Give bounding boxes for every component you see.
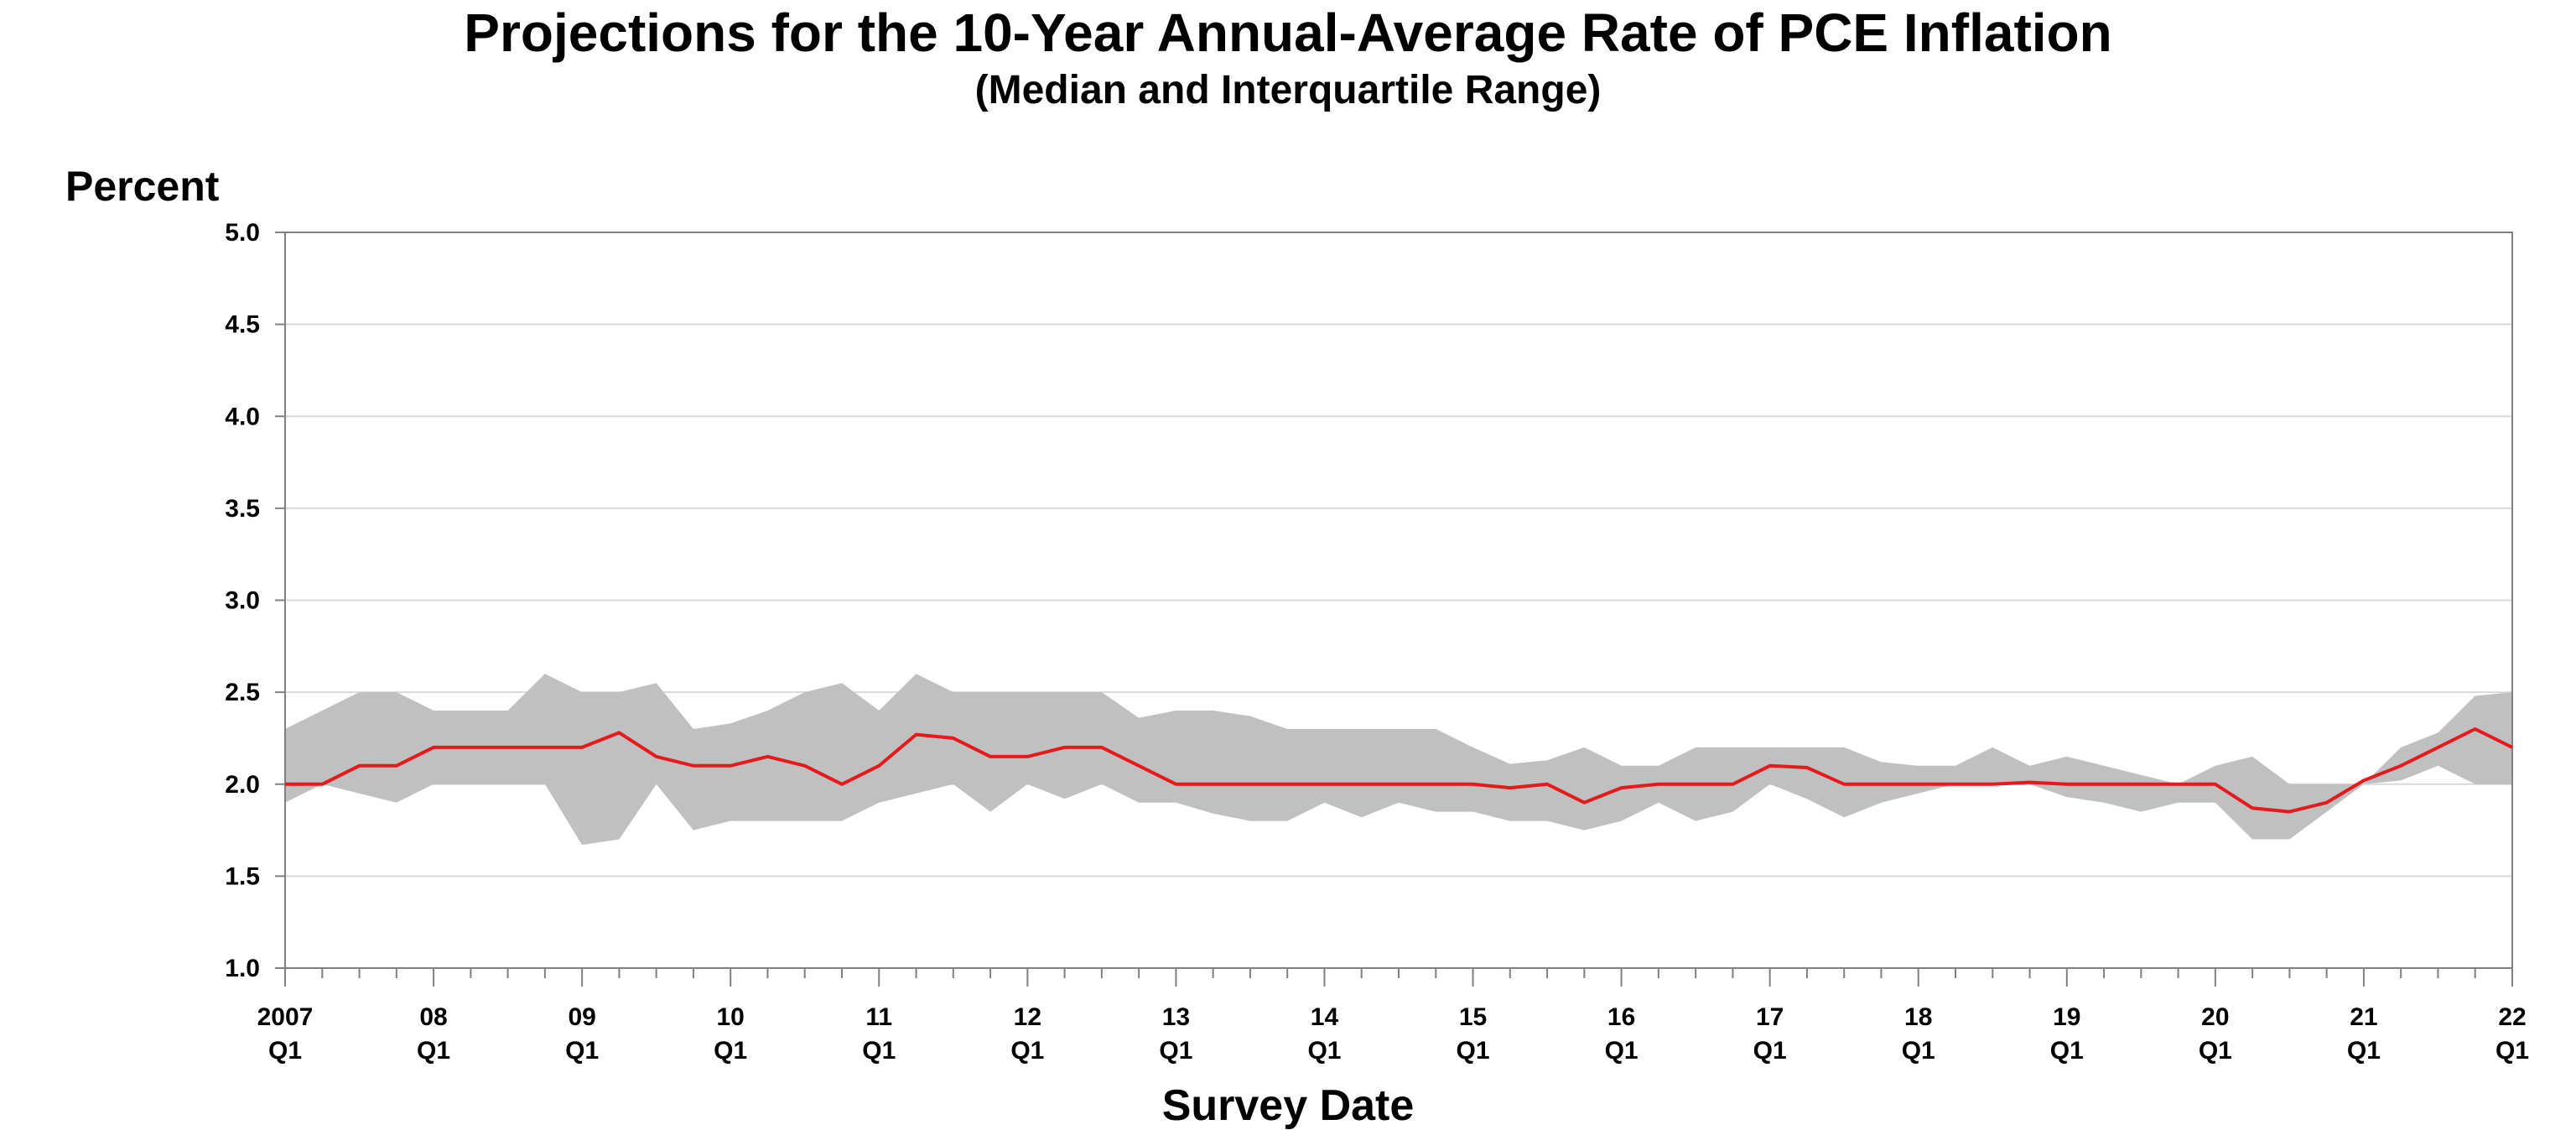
x-tick-label-year: 19 (2053, 1003, 2080, 1031)
x-tick-label-year: 13 (1162, 1003, 1190, 1031)
x-tick-label-year: 17 (1756, 1003, 1784, 1031)
x-tick-label-year: 18 (1904, 1003, 1932, 1031)
y-tick-label: 1.0 (225, 955, 260, 982)
x-tick-label-quarter: Q1 (862, 1037, 896, 1065)
x-tick-label-year: 15 (1459, 1003, 1487, 1031)
x-tick-label-year: 20 (2201, 1003, 2229, 1031)
x-tick-label-quarter: Q1 (1902, 1037, 1935, 1065)
y-axis-label: Percent (65, 163, 220, 210)
x-tick-label-year: 22 (2498, 1003, 2526, 1031)
y-tick-label: 3.5 (225, 495, 260, 523)
range-band-area (285, 674, 2512, 846)
x-tick-label-quarter: Q1 (1159, 1037, 1192, 1065)
y-tick-labels: 1.0 1.5 2.0 2.5 3.0 3.5 4.0 4.5 5.0 (225, 219, 260, 982)
y-tick-label: 2.5 (225, 679, 260, 706)
x-tick-label-year: 21 (2350, 1003, 2377, 1031)
x-tick-label-year: 08 (419, 1003, 447, 1031)
median-line-layer (285, 727, 2513, 814)
x-tick-label-quarter: Q1 (1605, 1037, 1639, 1065)
x-tick-label-quarter: Q1 (2347, 1037, 2381, 1065)
x-tick-label-quarter: Q1 (1753, 1037, 1787, 1065)
y-tick-label: 3.0 (225, 587, 260, 615)
x-tick-label-quarter: Q1 (2199, 1037, 2232, 1065)
chart-subtitle: (Median and Interquartile Range) (974, 68, 1602, 112)
x-tick-label-quarter: Q1 (1457, 1037, 1490, 1065)
x-tick-label-quarter: Q1 (2050, 1037, 2084, 1065)
x-tick-label-quarter: Q1 (268, 1037, 302, 1065)
y-tick-label: 4.0 (225, 403, 260, 430)
interquartile-range-band (285, 674, 2512, 846)
x-tick-label-quarter: Q1 (1010, 1037, 1044, 1065)
x-tick-label-year: 12 (1014, 1003, 1041, 1031)
x-tick-label-year: 2007 (257, 1003, 314, 1031)
plot-frame (275, 232, 2513, 987)
x-axis-label: Survey Date (1161, 1081, 1415, 1130)
x-tick-label-quarter: Q1 (565, 1037, 599, 1065)
median-line (285, 727, 2513, 814)
chart-title: Projections for the 10-Year Annual-Avera… (464, 3, 2112, 63)
x-tick-label-year: 11 (865, 1003, 892, 1031)
x-tick-label-quarter: Q1 (2496, 1037, 2529, 1065)
x-tick-label-year: 10 (717, 1003, 745, 1031)
y-tick-label: 4.5 (225, 311, 260, 339)
y-tick-label: 1.5 (225, 862, 260, 890)
x-tick-label-year: 16 (1607, 1003, 1635, 1031)
y-tick-label: 5.0 (225, 219, 260, 247)
x-tick-label-quarter: Q1 (1307, 1037, 1341, 1065)
x-tick-label-year: 14 (1311, 1003, 1339, 1031)
x-tick-label-quarter: Q1 (417, 1037, 450, 1065)
y-tick-label: 2.0 (225, 771, 260, 799)
x-tick-label-year: 09 (568, 1003, 595, 1031)
x-tick-label-quarter: Q1 (714, 1037, 747, 1065)
x-tick-labels: 2007 Q1 08 Q1 09 Q1 10 Q1 11 Q1 12 Q1 13 Q1 14 Q1 15 Q1 16… (257, 1003, 2529, 1065)
